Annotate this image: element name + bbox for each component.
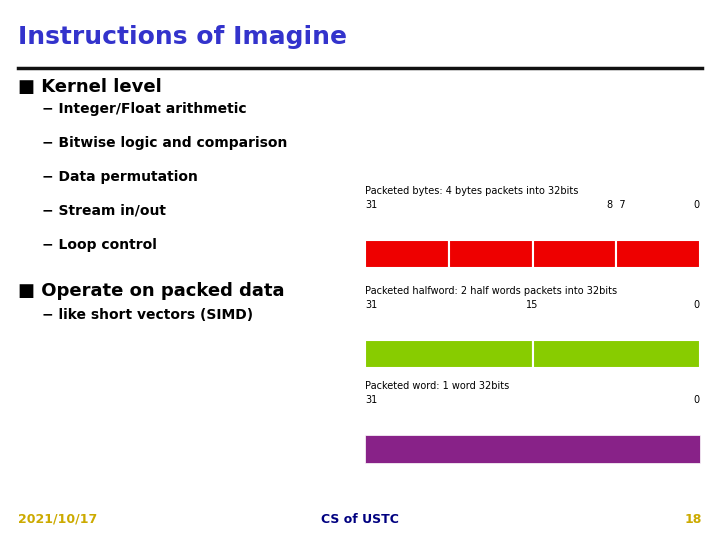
Text: 8  7: 8 7: [607, 200, 626, 210]
Text: 31: 31: [365, 200, 377, 210]
Bar: [533, 240, 616, 268]
Text: ■ Operate on packed data: ■ Operate on packed data: [18, 282, 284, 300]
Text: − Bitwise logic and comparison: − Bitwise logic and comparison: [42, 136, 287, 150]
Text: 0: 0: [694, 395, 700, 405]
Text: − Loop control: − Loop control: [42, 238, 157, 252]
Bar: [449, 240, 533, 268]
Text: 31: 31: [365, 300, 377, 310]
Bar: [616, 240, 700, 268]
Text: 0: 0: [694, 300, 700, 310]
Text: Packeted word: 1 word 32bits: Packeted word: 1 word 32bits: [365, 381, 509, 391]
Text: 2021/10/17: 2021/10/17: [18, 513, 97, 526]
Text: 0: 0: [694, 200, 700, 210]
Text: ■ Kernel level: ■ Kernel level: [18, 78, 162, 96]
Text: CS of USTC: CS of USTC: [321, 513, 399, 526]
Text: 18: 18: [685, 513, 702, 526]
Text: − like short vectors (SIMD): − like short vectors (SIMD): [42, 308, 253, 322]
Text: Instructions of Imagine: Instructions of Imagine: [18, 25, 347, 49]
Bar: [365, 340, 533, 368]
Text: − Data permutation: − Data permutation: [42, 170, 198, 184]
Bar: [533, 340, 700, 368]
Text: Packeted halfword: 2 half words packets into 32bits: Packeted halfword: 2 half words packets …: [365, 286, 617, 296]
Text: 15: 15: [526, 300, 539, 310]
Bar: [365, 435, 700, 463]
Text: − Stream in/out: − Stream in/out: [42, 204, 166, 218]
Text: − Integer/Float arithmetic: − Integer/Float arithmetic: [42, 102, 247, 116]
Text: 31: 31: [365, 395, 377, 405]
Text: Packeted bytes: 4 bytes packets into 32bits: Packeted bytes: 4 bytes packets into 32b…: [365, 186, 578, 196]
Bar: [365, 240, 449, 268]
